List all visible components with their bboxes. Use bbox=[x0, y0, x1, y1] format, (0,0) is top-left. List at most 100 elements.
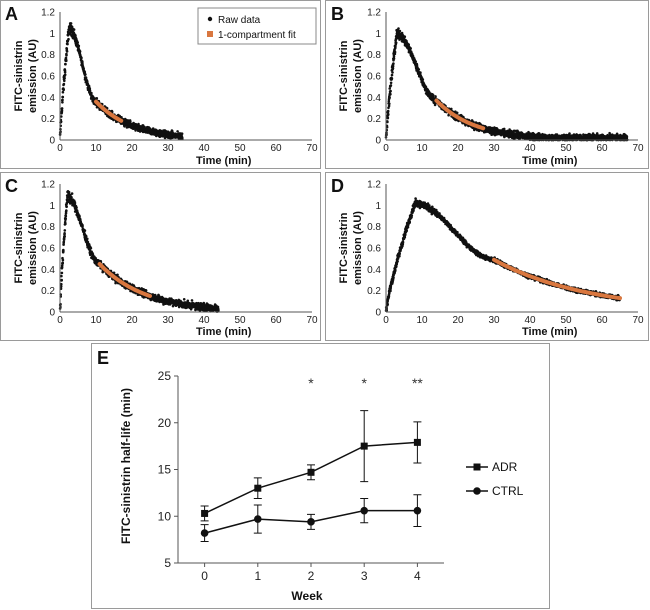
panel-a-y-label-line1: FITC-sinistrin bbox=[13, 40, 25, 111]
panel-a-fit-curve bbox=[94, 99, 124, 123]
x-tick-label: 70 bbox=[306, 315, 318, 326]
raw-data-point bbox=[73, 201, 77, 204]
raw-data-point bbox=[78, 50, 82, 53]
x-tick-label: 60 bbox=[596, 143, 608, 154]
raw-data-point bbox=[64, 222, 67, 226]
raw-data-point bbox=[63, 79, 66, 83]
raw-data-point bbox=[60, 115, 63, 118]
y-tick-label: 1 bbox=[49, 29, 55, 40]
raw-data-point bbox=[84, 76, 88, 79]
panel-b-y-label: FITC-sinistrin emission (AU) bbox=[338, 39, 364, 113]
y-tick-label: 0.8 bbox=[367, 50, 381, 61]
raw-data-point bbox=[65, 53, 68, 57]
raw-data-point bbox=[389, 92, 392, 96]
raw-data-point bbox=[394, 268, 397, 272]
raw-data-point bbox=[62, 249, 65, 253]
y-tick-label: 0 bbox=[49, 308, 55, 319]
raw-data-point bbox=[393, 50, 397, 54]
y-tick-label: 1.2 bbox=[367, 8, 381, 19]
panel-a-x-label: Time (min) bbox=[196, 155, 252, 167]
raw-data-point bbox=[398, 252, 402, 256]
raw-data-point bbox=[78, 214, 81, 218]
panel-b-y-label-line1: FITC-sinistrin bbox=[338, 40, 350, 111]
raw-data-point bbox=[397, 27, 400, 30]
raw-data-point bbox=[95, 97, 99, 100]
x-tick-label: 50 bbox=[234, 315, 246, 326]
panel-c-fit-curve bbox=[97, 262, 152, 298]
panel-c-x-label: Time (min) bbox=[196, 326, 252, 338]
raw-data-point bbox=[61, 258, 65, 262]
raw-data-point bbox=[625, 135, 629, 138]
raw-data-point bbox=[389, 81, 393, 85]
legend-fit-marker bbox=[207, 31, 213, 37]
x-tick-label: 40 bbox=[198, 315, 210, 326]
legend-raw-marker bbox=[207, 16, 213, 22]
raw-data-point bbox=[396, 260, 399, 263]
y-tick-label: 1.2 bbox=[41, 8, 55, 19]
raw-data-point bbox=[60, 109, 64, 113]
panel-d-letter: D bbox=[331, 176, 344, 196]
x-tick-label: 30 bbox=[488, 143, 500, 154]
raw-data-point bbox=[81, 62, 84, 66]
raw-data-point bbox=[390, 77, 394, 80]
raw-data-point bbox=[87, 84, 91, 88]
raw-data-point bbox=[388, 102, 391, 105]
raw-data-point bbox=[75, 206, 78, 209]
raw-data-point bbox=[67, 190, 71, 194]
raw-data-point bbox=[61, 98, 64, 102]
x-tick-label: 0 bbox=[57, 143, 63, 154]
panel-c-letter: C bbox=[5, 176, 18, 196]
raw-data-point bbox=[449, 223, 453, 227]
raw-data-point bbox=[90, 91, 93, 95]
x-tick-label: 30 bbox=[162, 315, 174, 326]
raw-data-point bbox=[421, 78, 425, 81]
raw-data-point bbox=[395, 265, 398, 268]
x-tick-label: 20 bbox=[126, 315, 138, 326]
raw-data-point bbox=[81, 225, 84, 229]
raw-data-point bbox=[74, 34, 77, 38]
x-tick-label: 10 bbox=[90, 143, 102, 154]
raw-data-point bbox=[391, 71, 394, 74]
raw-data-point bbox=[63, 232, 66, 235]
y-tick-label: 0.4 bbox=[41, 265, 55, 276]
raw-data-point bbox=[64, 62, 67, 66]
raw-data-point bbox=[61, 101, 64, 104]
raw-data-point bbox=[63, 76, 66, 80]
raw-data-point bbox=[81, 60, 84, 64]
y-tick-label: 1.2 bbox=[41, 180, 55, 191]
raw-data-point bbox=[392, 57, 396, 60]
raw-data-point bbox=[434, 95, 437, 98]
raw-data-point bbox=[88, 89, 92, 92]
raw-data-point bbox=[388, 87, 392, 90]
raw-data-point bbox=[65, 209, 68, 212]
x-tick-label: 20 bbox=[452, 143, 464, 154]
raw-data-point bbox=[112, 271, 116, 275]
raw-data-point bbox=[393, 52, 397, 56]
raw-data-point bbox=[394, 41, 398, 45]
raw-data-point bbox=[186, 299, 190, 303]
raw-data-point bbox=[405, 229, 409, 232]
raw-data-point bbox=[77, 44, 81, 48]
raw-data-point bbox=[401, 241, 405, 244]
x-tick-label: 30 bbox=[162, 143, 174, 154]
x-tick-label: 50 bbox=[560, 143, 572, 154]
raw-data-point bbox=[387, 113, 390, 116]
raw-data-point bbox=[386, 120, 389, 124]
raw-data-point bbox=[88, 87, 92, 90]
raw-data-point bbox=[190, 299, 194, 302]
raw-data-point bbox=[60, 271, 64, 275]
raw-data-point bbox=[60, 107, 64, 110]
raw-data-point bbox=[62, 88, 65, 91]
y-tick-label: 0.8 bbox=[41, 50, 55, 61]
raw-data-point bbox=[84, 73, 87, 76]
raw-data-point bbox=[403, 235, 407, 239]
raw-data-point bbox=[407, 43, 411, 46]
raw-data-point bbox=[66, 42, 69, 46]
x-tick-label: 20 bbox=[126, 143, 138, 154]
raw-data-point bbox=[419, 71, 422, 74]
raw-data-point bbox=[61, 261, 64, 265]
raw-data-point bbox=[72, 28, 76, 31]
raw-data-point bbox=[450, 107, 453, 111]
